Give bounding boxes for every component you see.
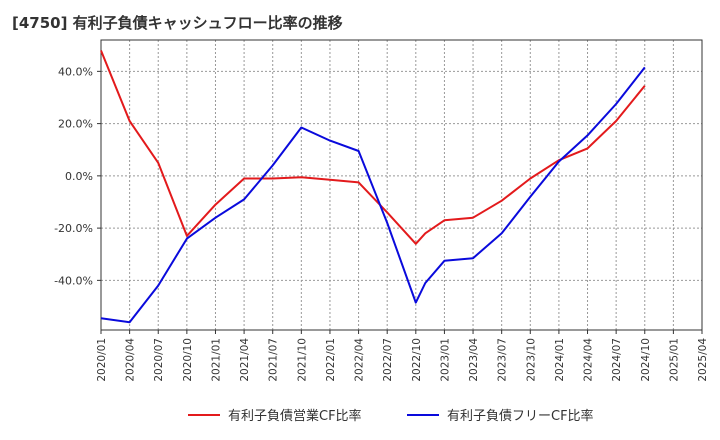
series-layer [100, 50, 646, 324]
y-tick-label: 0.0% [65, 170, 93, 183]
x-tick-label: 2021/01 [210, 338, 222, 382]
x-tick-label: 2023/07 [497, 338, 509, 382]
plot-frame [100, 39, 703, 331]
y-tick-label: 40.0% [58, 65, 93, 78]
legend-label-1: 有利子負債営業CF比率 [228, 408, 362, 424]
x-tick-label: 2020/10 [182, 338, 194, 382]
x-tick-label: 2021/04 [239, 338, 251, 382]
y-tick-label: 20.0% [58, 118, 93, 131]
x-tick-label: 2024/07 [611, 338, 623, 382]
legend: 有利子負債営業CF比率 有利子負債フリーCF比率 [188, 408, 594, 424]
x-tick-label: 2020/04 [125, 338, 137, 382]
x-tick-label: 2022/10 [411, 338, 423, 382]
x-tick-label: 2021/07 [268, 338, 280, 382]
legend-label-2: 有利子負債フリーCF比率 [447, 408, 594, 424]
chart-title: [4750] 有利子負債キャッシュフロー比率の推移 [12, 14, 343, 32]
series-line-2 [100, 66, 646, 324]
x-tick-label: 2022/01 [325, 338, 337, 382]
x-tick-label: 2025/04 [697, 338, 709, 382]
y-tick-label: -40.0% [54, 274, 93, 287]
x-tick-label: 2024/10 [640, 338, 652, 382]
x-tick-label: 2025/01 [668, 338, 680, 382]
x-tick-label: 2024/01 [554, 338, 566, 382]
grid-layer [100, 40, 703, 330]
x-tick-label: 2024/04 [583, 338, 595, 382]
x-tick-label: 2021/10 [296, 338, 308, 382]
x-tick-label: 2022/04 [354, 338, 366, 382]
x-axis: 2020/01 2020/04 2020/07 2020/10 2021/01 2021/… [96, 330, 709, 382]
x-tick-label: 2023/01 [439, 338, 451, 382]
x-tick-label: 2023/04 [468, 338, 480, 382]
x-tick-label: 2020/01 [96, 338, 108, 382]
series-line-1 [100, 50, 646, 245]
x-tick-label: 2020/07 [153, 338, 165, 382]
y-tick-label: -20.0% [54, 222, 93, 235]
y-axis: 40.0% 20.0% 0.0% -20.0% -40.0% [54, 65, 101, 287]
x-tick-label: 2022/07 [382, 338, 394, 382]
x-tick-label: 2023/10 [525, 338, 537, 382]
